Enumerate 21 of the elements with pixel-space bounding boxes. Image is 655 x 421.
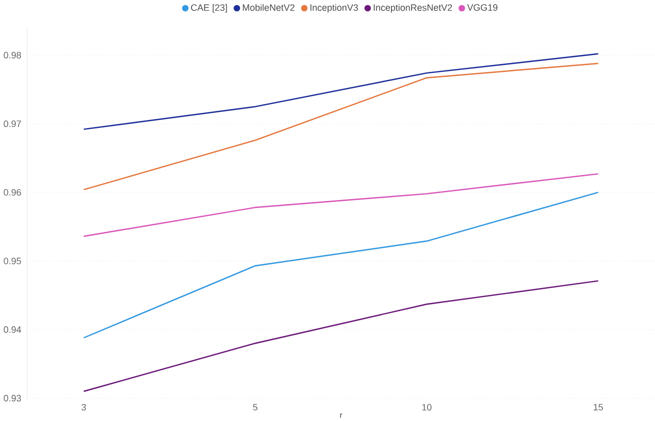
legend-label: VGG19: [467, 4, 498, 11]
line-series: [83, 173, 599, 237]
x-axis-title: r: [340, 413, 342, 418]
x-tick-label: 10: [422, 404, 432, 410]
legend-label: InceptionV3: [310, 4, 358, 13]
legend-label: MobileNetV2: [242, 4, 294, 11]
x-tick-label: 3: [82, 404, 86, 410]
line-series: [83, 280, 599, 392]
y-tick-label: 0.96: [4, 188, 21, 196]
line-series: [83, 52, 599, 130]
legend-label: CAE [23]: [191, 4, 227, 13]
y-tick-label: 0.97: [4, 120, 21, 127]
x-tick-label: 5: [253, 404, 258, 410]
line-series: [83, 192, 599, 338]
y-tick-label: 0.95: [4, 258, 21, 264]
y-tick-label: 0.94: [4, 326, 22, 333]
y-tick-label: 0.98: [4, 52, 21, 58]
y-tick-label: 0.93: [4, 394, 21, 402]
line-series: [83, 62, 599, 190]
legend-label: InceptionResNetV2: [374, 4, 452, 13]
x-tick-label: 15: [594, 404, 603, 410]
